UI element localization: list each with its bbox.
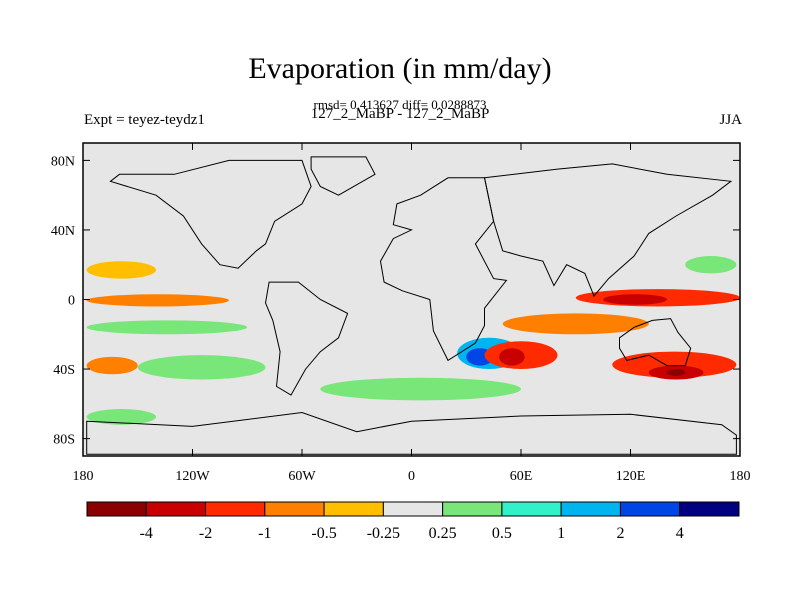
field-south-indian-neg <box>612 351 737 378</box>
field-pacific-south-pos <box>86 320 248 335</box>
coastline-north-america <box>109 159 312 269</box>
colorbar-label: -0.5 <box>311 525 336 542</box>
colorbar-label: -2 <box>199 525 212 542</box>
x-tick-label: 0 <box>408 469 415 484</box>
colorbar-swatch <box>382 501 444 517</box>
y-tick-label: 80N <box>51 154 75 169</box>
colorbar-label: -4 <box>140 525 153 542</box>
colorbar-label: 2 <box>616 525 624 542</box>
colorbar-swatch <box>501 501 562 517</box>
chart-title: Evaporation (in mm/day) <box>248 52 552 85</box>
map-plot <box>83 143 740 456</box>
field-north-pacific-pos <box>685 256 737 274</box>
colorbar-label: 1 <box>557 525 565 542</box>
field-madagascar-strong <box>499 348 525 366</box>
field-pacific-40s-neg <box>86 356 138 375</box>
x-tick-label: 60W <box>288 469 316 484</box>
colorbar-swatch <box>205 501 266 517</box>
colorbar-swatch <box>323 501 384 517</box>
coastline-south-america <box>264 281 349 396</box>
coastline-africa-europe <box>379 177 508 362</box>
y-tick-label: 40S <box>53 363 75 378</box>
experiment-label: Expt = teyez-teydz1 <box>84 112 205 128</box>
colorbar-label: 0.25 <box>429 525 457 542</box>
y-tick-label: 40N <box>51 224 75 239</box>
field-south-atlantic-pos <box>320 377 521 401</box>
x-tick-label: 180 <box>730 469 751 484</box>
x-tick-label: 120E <box>616 469 646 484</box>
continent-outlines <box>86 156 737 455</box>
colorbar-label: 4 <box>676 525 684 542</box>
field-pacific-40s-pos <box>137 355 266 380</box>
axes: 180 120W 60W 0 60E 120E 180 80N 40N 0 40S 80S <box>51 142 751 484</box>
colorbar-swatch <box>145 501 207 517</box>
coastline-greenland <box>310 156 376 196</box>
colorbar-label: 0.5 <box>492 525 512 542</box>
y-tick-label: 80S <box>53 433 75 448</box>
x-tick-label: 120W <box>175 469 210 484</box>
field-south-indian-core <box>667 369 686 377</box>
field-equatorial-neg-outer <box>86 294 229 307</box>
colorbar-swatch <box>619 501 681 517</box>
colorbar-swatch <box>679 501 740 517</box>
field-indian-10s-neg <box>502 313 649 335</box>
chart-subtitle: rmsd= 0.413627 diff= 0.0288873 <box>313 97 487 112</box>
field-south-ocean-pos <box>86 409 156 425</box>
field-indian-eq-strong <box>603 294 667 305</box>
coastline-antarctica <box>86 411 737 455</box>
colorbar-label: -0.25 <box>367 525 400 542</box>
season-label: JJA <box>719 112 742 128</box>
x-tick-label: 180 <box>73 469 94 484</box>
comparison-label: 127_2_MaBP - 127_2_MaBP <box>310 106 490 122</box>
colorbar-swatch <box>560 501 621 517</box>
colorbar-swatch <box>264 501 325 517</box>
field-pacific-west-neg <box>86 261 156 279</box>
y-tick-label: 0 <box>68 294 75 309</box>
colorbar: -4 -2 -1 -0.5 -0.25 0.25 0.5 1 2 4 <box>86 501 740 542</box>
coastline-australia <box>619 318 692 367</box>
coastline-asia <box>483 163 733 297</box>
colorbar-swatch <box>442 501 503 517</box>
x-tick-label: 60E <box>510 469 533 484</box>
colorbar-swatch <box>86 501 147 517</box>
colorbar-label: -1 <box>258 525 271 542</box>
